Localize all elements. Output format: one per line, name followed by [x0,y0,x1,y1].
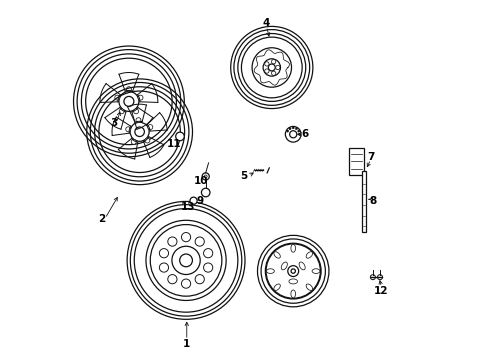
Ellipse shape [312,269,320,273]
Ellipse shape [274,284,280,291]
Circle shape [298,133,301,135]
Text: 6: 6 [301,129,309,139]
Circle shape [176,132,184,141]
Circle shape [295,128,297,130]
Text: 13: 13 [181,202,195,212]
Circle shape [201,188,210,197]
Circle shape [124,96,134,107]
Circle shape [289,128,291,130]
Circle shape [168,237,177,246]
Text: 11: 11 [167,139,181,149]
Circle shape [203,263,213,272]
Ellipse shape [306,284,313,291]
Text: 5: 5 [241,171,248,181]
Circle shape [190,197,197,204]
Circle shape [115,95,120,100]
Ellipse shape [274,252,280,258]
Circle shape [292,127,294,129]
Circle shape [291,269,295,273]
Circle shape [159,263,169,272]
Circle shape [148,125,153,130]
Circle shape [159,249,169,258]
Text: 2: 2 [98,214,105,224]
Circle shape [145,138,150,143]
Text: 9: 9 [196,196,203,206]
Ellipse shape [291,290,295,298]
Ellipse shape [289,279,297,284]
Text: 1: 1 [183,339,191,349]
FancyBboxPatch shape [362,171,367,232]
Circle shape [195,275,204,284]
Circle shape [136,118,141,123]
Circle shape [202,173,209,180]
Circle shape [181,233,191,242]
Circle shape [269,64,275,71]
Circle shape [134,109,139,114]
Text: 3: 3 [110,118,117,128]
Ellipse shape [281,262,287,270]
Text: 10: 10 [194,176,209,186]
Circle shape [180,254,193,267]
Circle shape [265,62,269,66]
Circle shape [195,237,204,246]
Circle shape [138,95,143,100]
Circle shape [119,109,124,114]
Ellipse shape [306,252,313,258]
Circle shape [298,130,300,132]
Circle shape [276,65,280,69]
Circle shape [135,127,145,136]
Text: 12: 12 [374,287,389,296]
Text: 4: 4 [263,18,270,28]
Circle shape [287,130,289,132]
Ellipse shape [267,269,274,273]
Circle shape [203,249,213,258]
Circle shape [271,59,276,64]
Text: 7: 7 [367,152,374,162]
Circle shape [131,139,136,144]
Circle shape [181,279,191,288]
Circle shape [265,69,269,73]
Circle shape [126,87,131,92]
Circle shape [126,127,131,132]
Circle shape [168,275,177,284]
FancyBboxPatch shape [349,148,364,175]
Circle shape [271,71,276,75]
Text: 8: 8 [369,197,376,206]
Ellipse shape [291,244,295,252]
Circle shape [204,175,207,178]
Ellipse shape [299,262,305,270]
